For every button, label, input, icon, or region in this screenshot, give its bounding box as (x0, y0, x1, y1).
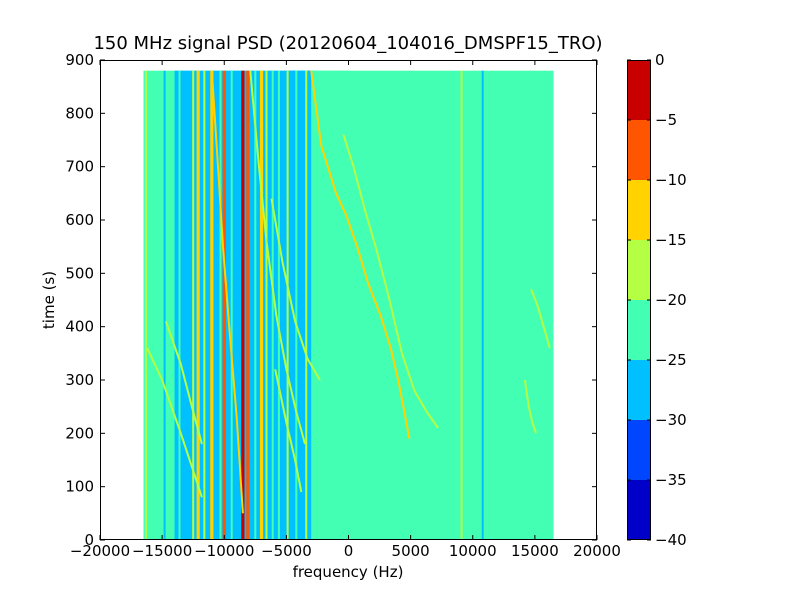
colorbar-band (627, 300, 651, 360)
x-tick-label: −20000 (70, 542, 130, 560)
colorbar: −40 −35 −30 −25 −20 −15 −10 −5 0 (627, 51, 687, 549)
y-tick-label: 100 (65, 478, 94, 496)
colorbar-tick-label: −25 (655, 351, 687, 369)
x-tick-label: 5000 (392, 542, 430, 560)
colorbar-band (627, 240, 651, 300)
signal-line (246, 70, 250, 541)
colorbar-tick-label: −30 (655, 411, 687, 429)
signal-line (460, 70, 463, 541)
doppler-trace (249, 70, 306, 445)
chart-title: 150 MHz signal PSD (20120604_104016_DMSP… (93, 33, 602, 54)
doppler-trace (523, 379, 538, 434)
y-tick-label: 0 (84, 531, 94, 549)
doppler-trace (310, 70, 411, 439)
colorbar-band (627, 180, 651, 240)
signal-line (203, 70, 206, 541)
colorbar-band (627, 60, 651, 120)
signal-line (313, 70, 316, 541)
x-tick-label: −5000 (261, 542, 312, 560)
signal-line (210, 70, 214, 541)
doppler-trace (342, 134, 439, 429)
colorbar-tick-label: −20 (655, 291, 687, 309)
colorbar-tick-label: −5 (655, 111, 677, 129)
signal-line (286, 70, 289, 541)
doppler-trace (270, 198, 321, 381)
heatmap (143, 70, 554, 541)
x-tick-label: 15000 (511, 542, 559, 560)
y-axis: 0 100 200 300 400 500 600 700 800 900 (65, 51, 597, 549)
signal-line (241, 70, 245, 541)
signal-line (230, 70, 233, 541)
signal-line (144, 70, 147, 541)
signal-line (192, 70, 195, 541)
y-tick-label: 700 (65, 158, 94, 176)
signal-line (222, 70, 226, 541)
signal-line (259, 70, 264, 541)
colorbar-tick-label: −40 (655, 531, 687, 549)
signal-line (481, 70, 484, 541)
colorbar-band (627, 420, 651, 480)
colorbar-band (627, 480, 651, 540)
y-tick-label: 900 (65, 51, 94, 69)
x-tick-label: −10000 (194, 542, 254, 560)
signal-line (178, 70, 181, 541)
signal-line (196, 70, 200, 541)
y-axis-label: time (s) (40, 271, 58, 329)
x-tick-label: 20000 (573, 542, 621, 560)
doppler-trace (164, 320, 203, 445)
signal-line (265, 70, 268, 541)
signal-line (271, 70, 274, 541)
signal-line (219, 70, 222, 541)
doppler-trace (146, 347, 203, 498)
doppler-trace (530, 288, 551, 349)
y-tick-label: 200 (65, 424, 94, 442)
signal-line (277, 70, 280, 541)
heatmap-region (311, 70, 349, 541)
x-tick-label: 10000 (449, 542, 497, 560)
signal-line (295, 70, 298, 541)
doppler-trace (274, 369, 303, 493)
x-axis-label: frequency (Hz) (293, 563, 404, 581)
colorbar-tick-label: −10 (655, 171, 687, 189)
x-tick-label: −15000 (132, 542, 192, 560)
signal-line (528, 70, 531, 541)
signal-line (254, 70, 257, 541)
doppler-trace (210, 70, 244, 514)
y-tick-label: 800 (65, 104, 94, 122)
y-tick-label: 300 (65, 371, 94, 389)
colorbar-tick-label: −35 (655, 471, 687, 489)
x-axis: −20000 −15000 −10000 −5000 0 5000 10000 15000 20… (70, 60, 621, 560)
colorbar-band (627, 120, 651, 180)
signal-line (163, 70, 166, 541)
plot-area: −20000 −15000 −10000 −5000 0 5000 10000 15000 20… (65, 51, 621, 560)
y-tick-label: 400 (65, 318, 94, 336)
colorbar-tick-label: 0 (655, 51, 665, 69)
y-tick-label: 600 (65, 211, 94, 229)
signal-line (305, 70, 308, 541)
colorbar-band (627, 360, 651, 420)
x-tick-label: 0 (344, 542, 354, 560)
colorbar-tick-label: −15 (655, 231, 687, 249)
y-tick-label: 500 (65, 264, 94, 282)
